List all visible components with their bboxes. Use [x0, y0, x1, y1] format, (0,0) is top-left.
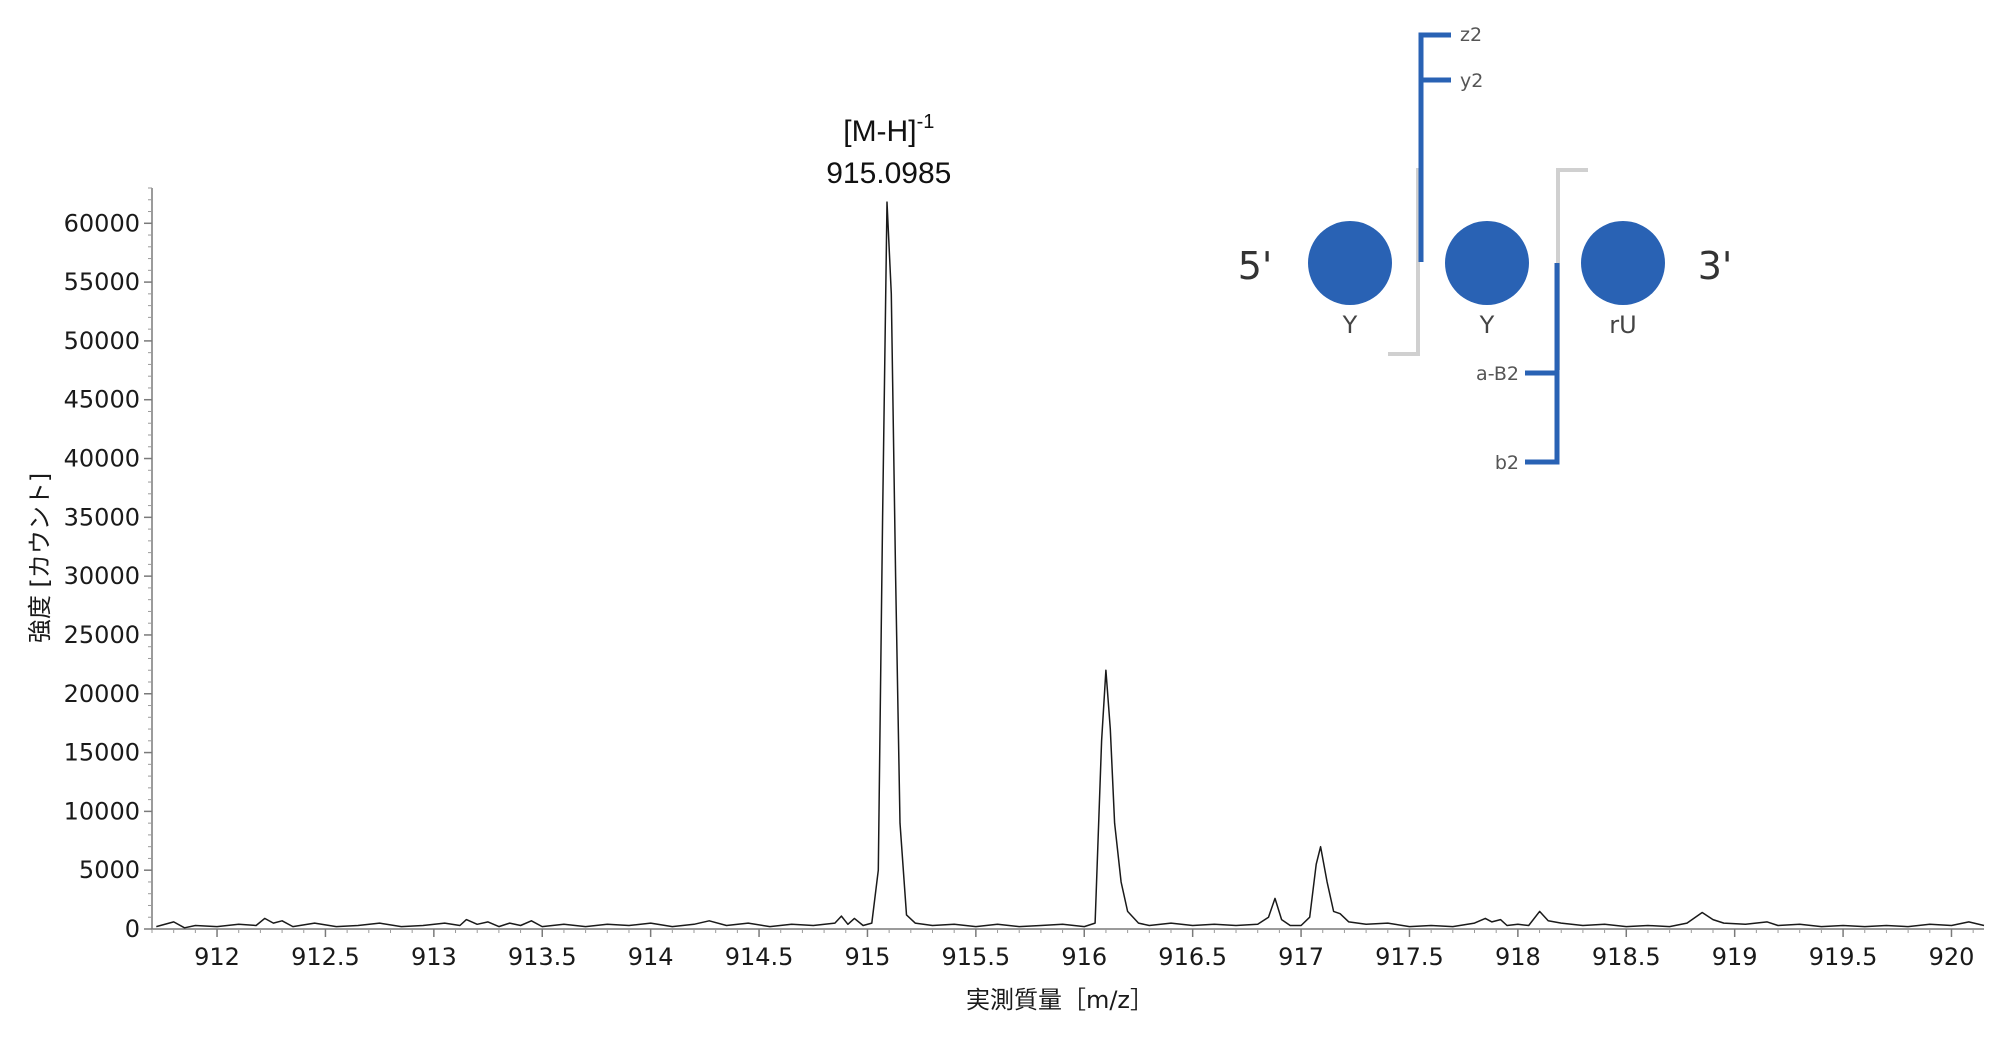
- y2-fragment-label: y2: [1460, 70, 1483, 92]
- y-tick-label: 0: [125, 915, 140, 943]
- x-tick-label: 920: [1929, 943, 1975, 971]
- x-tick-label: 919: [1712, 943, 1758, 971]
- x-tick-label: 914.5: [725, 943, 794, 971]
- peak-charge-superscript: -1: [917, 111, 935, 133]
- sequence-diagram: 5' 3' Y Y rU z2 y2 a-B2 b2: [1238, 24, 1733, 474]
- peak-ion-label: [M-H]-1: [843, 111, 934, 148]
- x-tick-label: 915: [845, 943, 891, 971]
- nucleotide-label-2: Y: [1479, 311, 1495, 339]
- axes: [151, 188, 1984, 930]
- bottom-fragment-line: [1525, 263, 1560, 465]
- x-tick-label: 914: [628, 943, 674, 971]
- nucleotide-label-1: Y: [1342, 311, 1358, 339]
- y-tick-label: 20000: [64, 680, 140, 708]
- y-tick-label: 50000: [64, 327, 140, 355]
- peak-annotation: [M-H]-1 915.0985: [826, 111, 951, 190]
- x-axis-title: 実測質量［m/z］: [966, 986, 1154, 1014]
- x-tick-label: 918.5: [1592, 943, 1661, 971]
- y-minor-ticks: [148, 187, 152, 918]
- nucleotide-label-3: rU: [1609, 311, 1636, 339]
- nucleotide-circle-3: [1581, 221, 1665, 305]
- y-tick-label: 5000: [79, 856, 140, 884]
- top-fragment-line: [1418, 32, 1451, 262]
- y-tick-label: 60000: [64, 209, 140, 237]
- spectrum-line: [156, 201, 1985, 929]
- y-tick-label: 40000: [64, 445, 140, 473]
- five-prime-label: 5': [1238, 244, 1273, 288]
- x-tick-label: 913: [411, 943, 457, 971]
- y-axis-title: 強度 [カウント]: [26, 473, 54, 643]
- x-tick-label: 915.5: [941, 943, 1010, 971]
- left-cleavage-bracket: [1388, 168, 1420, 356]
- y-tick-label: 25000: [64, 621, 140, 649]
- x-ticks: 912 912.5 913 913.5 914 914.5 915 915.5 916 916.5…: [194, 929, 1974, 971]
- nucleotide-circle-1: [1308, 221, 1392, 305]
- x-tick-label: 917.5: [1375, 943, 1444, 971]
- x-minor-ticks: [151, 929, 1974, 933]
- y-tick-label: 55000: [64, 268, 140, 296]
- z2-fragment-label: z2: [1460, 24, 1482, 46]
- x-tick-label: 916: [1061, 943, 1107, 971]
- three-prime-label: 3': [1698, 244, 1733, 288]
- x-tick-label: 912.5: [291, 943, 360, 971]
- peak-mz-label: 915.0985: [826, 157, 951, 190]
- x-tick-label: 917: [1278, 943, 1324, 971]
- x-tick-label: 919.5: [1809, 943, 1878, 971]
- x-tick-label: 916.5: [1158, 943, 1227, 971]
- y-tick-label: 45000: [64, 386, 140, 414]
- y-tick-label: 30000: [64, 562, 140, 590]
- x-tick-label: 912: [194, 943, 240, 971]
- nucleotide-circle-2: [1445, 221, 1529, 305]
- y-tick-label: 35000: [64, 503, 140, 531]
- b2-fragment-label: b2: [1495, 452, 1519, 474]
- y-tick-label: 10000: [64, 797, 140, 825]
- y-tick-label: 15000: [64, 739, 140, 767]
- x-tick-label: 913.5: [508, 943, 577, 971]
- a-b2-fragment-label: a-B2: [1476, 363, 1519, 385]
- y-ticks: 0 5000 10000 15000 20000 25000 30000 35000 40000…: [64, 209, 152, 943]
- x-tick-label: 918: [1495, 943, 1541, 971]
